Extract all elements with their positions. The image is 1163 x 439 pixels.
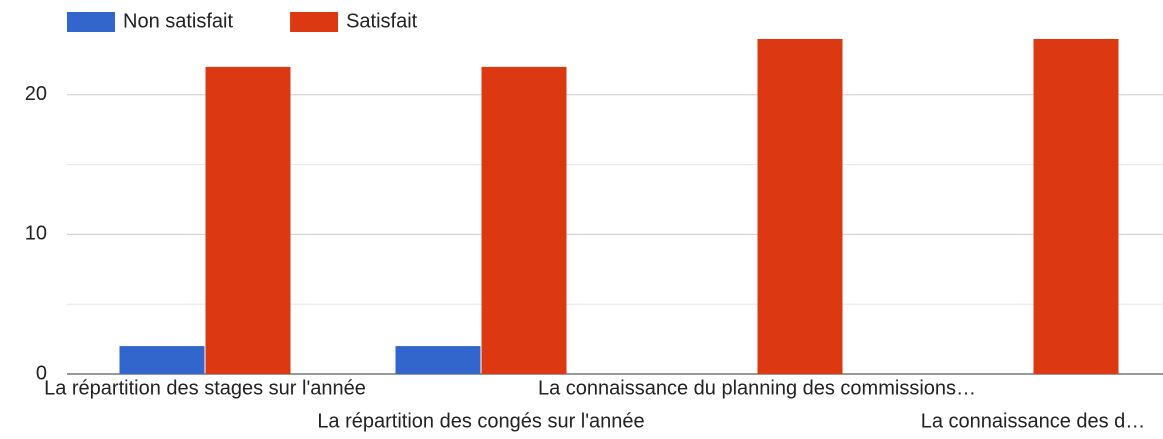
y-tick-label: 20 — [25, 83, 47, 105]
y-tick-label: 0 — [36, 362, 47, 384]
legend-swatch — [67, 12, 115, 32]
bar — [119, 346, 205, 374]
y-tick-label: 10 — [25, 223, 47, 245]
bar — [757, 38, 843, 375]
bar — [481, 66, 567, 374]
bar — [1033, 38, 1119, 375]
legend-label: Satisfait — [346, 10, 418, 32]
legend-swatch — [290, 12, 339, 32]
bar — [395, 346, 481, 374]
bar — [205, 66, 291, 374]
legend-label: Non satisfait — [123, 10, 233, 32]
x-tick-label: La répartition des congés sur l'année — [317, 410, 644, 432]
x-tick-label: La répartition des stages sur l'année — [44, 377, 366, 399]
x-tick-label: La connaissance des d… — [921, 410, 1146, 432]
x-tick-label: La connaissance du planning des commissi… — [538, 377, 976, 399]
